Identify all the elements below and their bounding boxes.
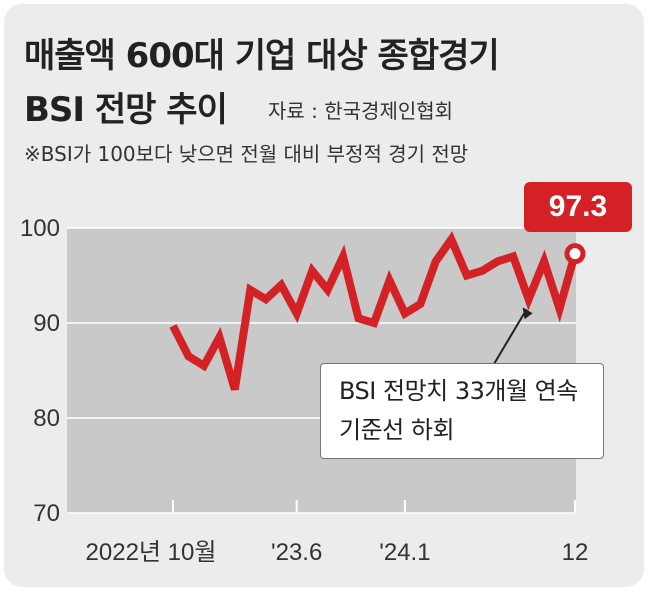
y-tick-label: 70 — [33, 500, 60, 527]
y-tick-label: 90 — [33, 310, 60, 337]
last-point-marker — [564, 243, 586, 265]
annotation-line1: BSI 전망치 33개월 연속 — [339, 377, 578, 405]
chart-note: ※BSI가 100보다 낮으면 전월 대비 부정적 경기 전망 — [24, 142, 469, 166]
annotation-callout: BSI 전망치 33개월 연속 기준선 하회 — [320, 363, 604, 459]
x-tick-label: 12 — [562, 539, 589, 566]
x-tick-label: 2022년 10월 — [86, 539, 217, 566]
last-value-badge: 97.3 — [524, 182, 632, 232]
x-tick-label: '24.1 — [379, 539, 430, 566]
chart-title-line2: BSI 전망 추이 — [24, 90, 228, 130]
chart-source: 자료 : 한국경제인협회 — [268, 99, 454, 123]
chart-title-line1: 매출액 600대 기업 대상 종합경기 — [24, 36, 500, 76]
annotation-line2: 기준선 하회 — [339, 416, 455, 444]
y-tick-label: 80 — [33, 405, 60, 432]
y-tick-label: 100 — [20, 215, 60, 242]
x-tick-label: '23.6 — [271, 539, 322, 566]
annotation-pointer-head — [522, 307, 533, 320]
annotation-pointer — [493, 308, 528, 365]
series-line — [169, 231, 579, 391]
